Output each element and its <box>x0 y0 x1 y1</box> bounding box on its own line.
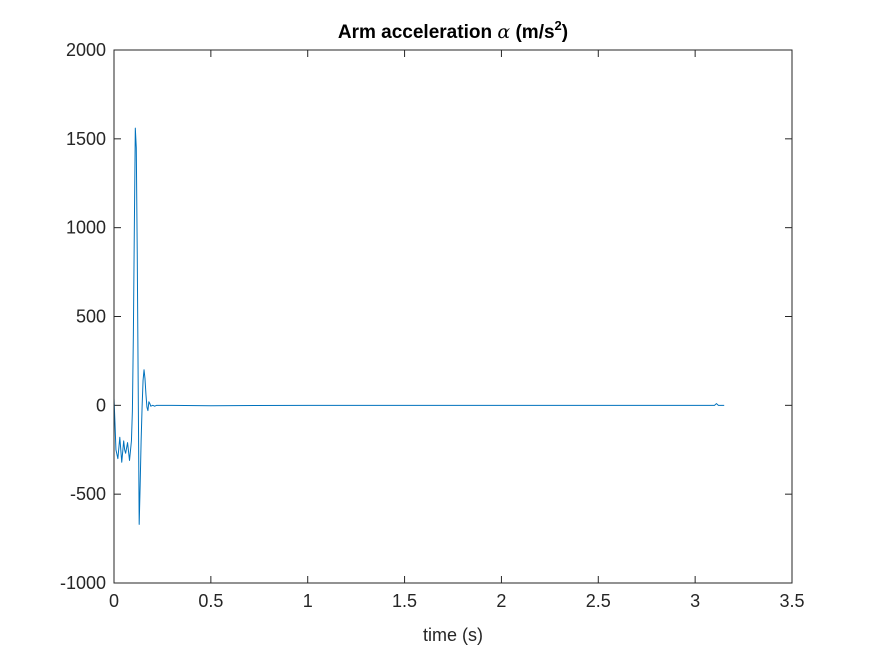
series-line <box>113 127 725 525</box>
series-layer <box>113 127 725 525</box>
x-tick-label: 2.5 <box>586 591 611 611</box>
title-units: (m/s <box>510 22 554 43</box>
x-tick-label: 3.5 <box>779 591 804 611</box>
x-tick-label: 2 <box>496 591 506 611</box>
title-alpha-symbol: α <box>497 21 510 43</box>
y-tick-label: 500 <box>76 307 106 327</box>
y-tick-label: 1000 <box>66 218 106 238</box>
y-tick-label: 1500 <box>66 129 106 149</box>
plot-frame <box>113 49 793 584</box>
plot-area <box>114 50 792 583</box>
title-close: ) <box>562 22 568 43</box>
x-tick-label: 0 <box>109 591 119 611</box>
ticks-layer: 0 0.5 1 1.5 2 2.5 3 3.5 -1000 -500 0 500 1000 1500 200… <box>60 40 805 611</box>
y-tick-label: 0 <box>96 395 106 415</box>
x-axis-label: time (s) <box>423 625 483 645</box>
x-tick-label: 0.5 <box>198 591 223 611</box>
x-tick-label: 3 <box>690 591 700 611</box>
y-tick-label: -1000 <box>60 573 106 593</box>
title-superscript: 2 <box>555 18 562 33</box>
x-tick-label: 1.5 <box>392 591 417 611</box>
title-prefix: Arm acceleration <box>338 22 497 43</box>
y-tick-label: -500 <box>70 484 106 504</box>
chart-title: Arm acceleration α (m/s2) <box>338 18 568 43</box>
y-tick-label: 2000 <box>66 40 106 60</box>
x-tick-label: 1 <box>303 591 313 611</box>
